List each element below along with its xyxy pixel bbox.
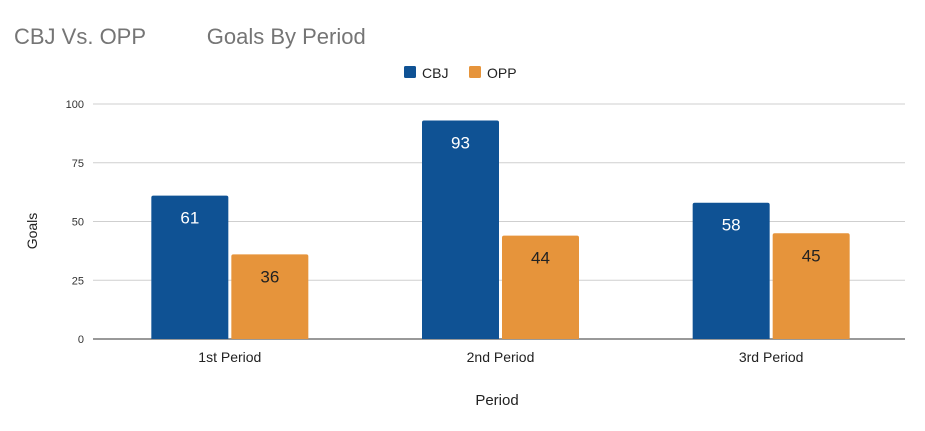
data-label-cbj-1: 61 bbox=[180, 209, 199, 228]
y-tick-label-0: 0 bbox=[78, 334, 84, 346]
bar-opp-2 bbox=[502, 235, 579, 339]
x-tick-label-3: 3rd Period bbox=[739, 349, 804, 365]
chart-title: CBJ Vs. OPP Goals By Period bbox=[14, 24, 366, 49]
bars bbox=[151, 120, 850, 339]
y-tick-label-75: 75 bbox=[72, 158, 84, 170]
y-axis-ticks: 0 25 50 75 100 bbox=[66, 99, 84, 346]
legend-label-opp: OPP bbox=[487, 65, 517, 81]
y-tick-label-100: 100 bbox=[66, 99, 84, 111]
bar-cbj-2 bbox=[422, 120, 499, 339]
data-label-opp-2: 44 bbox=[531, 249, 550, 268]
legend-label-cbj: CBJ bbox=[422, 65, 448, 81]
x-axis-ticks: 1st Period 2nd Period 3rd Period bbox=[198, 349, 803, 365]
bar-opp-1 bbox=[231, 254, 309, 339]
data-label-opp-3: 45 bbox=[802, 246, 821, 265]
y-axis-title: Goals bbox=[24, 213, 40, 250]
x-axis-title: Period bbox=[475, 392, 518, 409]
bar-opp-3 bbox=[772, 233, 850, 339]
legend-swatch-cbj bbox=[404, 66, 416, 78]
x-tick-label-1: 1st Period bbox=[198, 349, 261, 365]
data-label-opp-1: 36 bbox=[260, 267, 279, 286]
y-tick-label-25: 25 bbox=[72, 275, 84, 287]
y-tick-label-50: 50 bbox=[72, 217, 84, 229]
legend: CBJ OPP bbox=[404, 65, 517, 81]
x-tick-label-2: 2nd Period bbox=[467, 349, 535, 365]
bar-cbj-1 bbox=[151, 195, 229, 339]
data-label-cbj-2: 93 bbox=[451, 133, 470, 152]
bar-labels: 61 36 93 44 58 45 bbox=[180, 133, 820, 286]
data-label-cbj-3: 58 bbox=[722, 216, 741, 235]
legend-swatch-opp bbox=[469, 66, 481, 78]
bar-cbj-3 bbox=[692, 202, 770, 339]
